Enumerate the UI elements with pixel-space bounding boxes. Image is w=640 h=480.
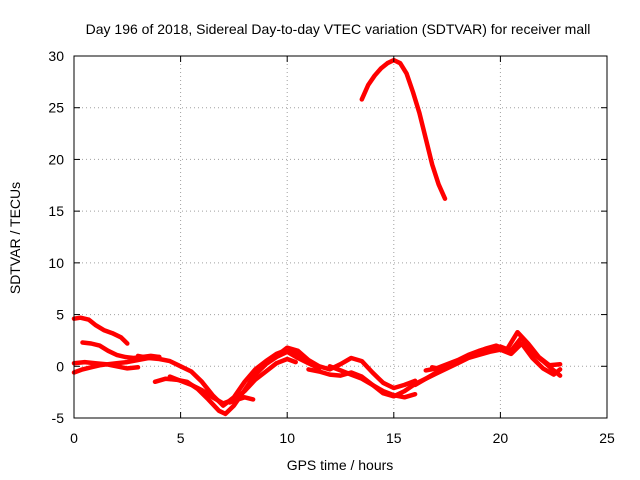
series-line-arc-middle-a — [274, 345, 418, 391]
series-line-arc-right-b — [412, 341, 563, 388]
x-tick-label: 0 — [70, 430, 78, 446]
y-tick-label: 15 — [48, 203, 64, 219]
x-axis-label: GPS time / hours — [287, 457, 394, 473]
x-tick-label: 15 — [386, 430, 402, 446]
x-tick-label: 25 — [599, 430, 615, 446]
series-line-arc-middle-c — [327, 364, 418, 400]
series-line-arc-upper-left — [71, 315, 130, 346]
ticks: -5 0 5 10 15 20 25 30 0 5 10 15 20 25 — [48, 48, 615, 446]
plot-frame — [73, 55, 608, 419]
series-line-arc-right-c — [429, 329, 563, 372]
series-line-arc-lower-right-a — [227, 395, 256, 405]
y-tick-label: 30 — [48, 48, 64, 64]
grid — [74, 56, 607, 418]
y-axis-label: SDTVAR / TECUs — [7, 182, 23, 294]
y-tick-label: 20 — [48, 151, 64, 167]
y-tick-label: -5 — [52, 410, 65, 426]
x-tick-label: 20 — [493, 430, 509, 446]
y-tick-label: 0 — [56, 358, 64, 374]
y-tick-label: 10 — [48, 255, 64, 271]
x-tick-label: 10 — [279, 430, 295, 446]
series-layer — [71, 57, 563, 417]
chart-title: Day 196 of 2018, Sidereal Day-to-day VTE… — [86, 21, 591, 37]
series-line-arc-high — [359, 57, 448, 201]
x-tick-label: 5 — [177, 430, 185, 446]
y-tick-label: 5 — [56, 307, 64, 323]
y-tick-label: 25 — [48, 100, 64, 116]
